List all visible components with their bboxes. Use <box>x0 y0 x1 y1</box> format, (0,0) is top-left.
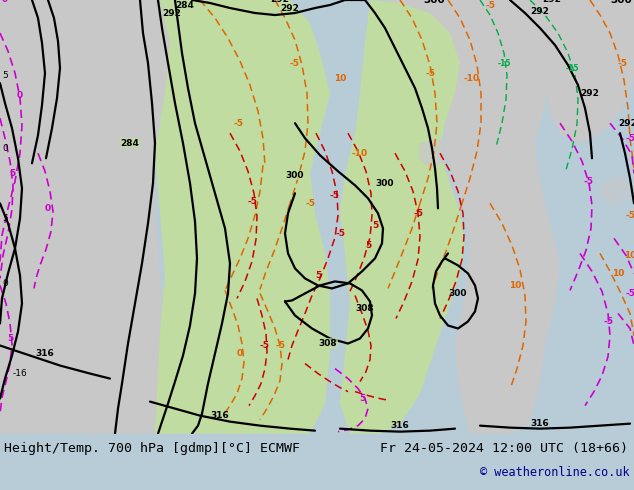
Text: 10: 10 <box>509 281 521 290</box>
Polygon shape <box>155 0 330 434</box>
Polygon shape <box>570 103 610 135</box>
Text: -5: -5 <box>584 177 594 186</box>
Polygon shape <box>500 0 634 143</box>
Polygon shape <box>380 0 560 434</box>
Text: -5: -5 <box>603 317 613 326</box>
Text: -5: -5 <box>625 134 634 143</box>
Text: Fr 24-05-2024 12:00 UTC (18+66): Fr 24-05-2024 12:00 UTC (18+66) <box>380 442 628 455</box>
Text: -5: -5 <box>233 119 243 128</box>
Text: 300: 300 <box>286 171 304 180</box>
Text: -5: -5 <box>425 69 435 77</box>
Text: 292: 292 <box>543 0 562 4</box>
Text: 308: 308 <box>356 304 374 313</box>
Polygon shape <box>0 0 100 434</box>
Text: 5: 5 <box>359 394 365 403</box>
Polygon shape <box>80 0 170 434</box>
Text: 10: 10 <box>334 74 346 83</box>
Text: -5: -5 <box>617 59 627 68</box>
Text: -5: -5 <box>275 341 285 350</box>
Text: 5: 5 <box>9 169 15 178</box>
Text: 292: 292 <box>162 8 181 18</box>
Text: © weatheronline.co.uk: © weatheronline.co.uk <box>481 466 630 479</box>
Text: 308: 308 <box>319 339 337 348</box>
Text: 0: 0 <box>237 349 243 358</box>
Text: -5: -5 <box>625 289 634 298</box>
Polygon shape <box>550 33 605 63</box>
Text: -5: -5 <box>625 211 634 220</box>
Text: -5: -5 <box>413 209 423 218</box>
Text: 300: 300 <box>376 179 394 188</box>
Polygon shape <box>340 0 465 434</box>
Text: -5: -5 <box>290 59 300 68</box>
Text: -10: -10 <box>352 149 368 158</box>
Text: 300: 300 <box>449 289 467 298</box>
Text: 0: 0 <box>45 204 51 213</box>
Text: Height/Temp. 700 hPa [gdmp][°C] ECMWF: Height/Temp. 700 hPa [gdmp][°C] ECMWF <box>4 442 300 455</box>
Polygon shape <box>600 175 630 205</box>
Text: -15: -15 <box>497 59 511 68</box>
Text: 5: 5 <box>372 221 378 230</box>
Text: 0: 0 <box>2 279 8 288</box>
Text: 284: 284 <box>176 0 195 9</box>
Text: 292: 292 <box>271 0 290 4</box>
Text: 5: 5 <box>2 214 8 223</box>
Text: -5: -5 <box>260 341 270 350</box>
Polygon shape <box>418 138 450 168</box>
Text: -15: -15 <box>566 64 579 73</box>
Text: 300: 300 <box>423 0 445 5</box>
Polygon shape <box>0 0 70 93</box>
Text: 292: 292 <box>619 119 634 128</box>
Text: 10: 10 <box>624 251 634 260</box>
Text: 0: 0 <box>2 0 8 4</box>
Text: 292: 292 <box>581 89 599 98</box>
Text: 5: 5 <box>365 241 371 250</box>
Text: 0: 0 <box>2 144 8 153</box>
Text: 5: 5 <box>2 71 8 79</box>
Text: -10: -10 <box>464 74 480 83</box>
Text: 316: 316 <box>531 419 550 428</box>
Text: -5: -5 <box>305 199 315 208</box>
Text: -5: -5 <box>335 229 345 238</box>
Text: -5: -5 <box>485 0 495 9</box>
Text: -5: -5 <box>329 191 339 200</box>
Text: 292: 292 <box>281 3 299 13</box>
Text: 284: 284 <box>120 139 139 147</box>
Text: -5: -5 <box>247 197 257 206</box>
Text: 5: 5 <box>7 334 13 343</box>
Text: 0: 0 <box>17 91 23 99</box>
Text: 292: 292 <box>531 6 550 16</box>
Text: 316: 316 <box>210 411 230 420</box>
Text: -16: -16 <box>13 369 27 378</box>
Text: 316: 316 <box>391 421 410 430</box>
Text: 5: 5 <box>315 271 321 280</box>
Polygon shape <box>305 305 330 332</box>
Text: 10: 10 <box>612 269 624 278</box>
Text: 300: 300 <box>610 0 632 5</box>
Text: 316: 316 <box>36 349 55 358</box>
